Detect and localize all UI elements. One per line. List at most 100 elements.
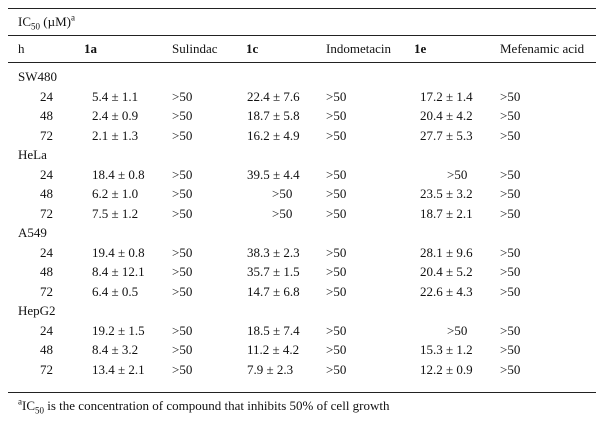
cell-1c: 7.9 ± 2.3: [247, 361, 294, 377]
cell-hours: 48: [40, 186, 53, 201]
cell-indometacin: >50: [326, 108, 347, 123]
cell-1c: 14.7 ± 6.8: [247, 283, 300, 299]
col-header-h: h: [18, 41, 25, 56]
cell-1e: 17.2 ± 1.4: [420, 88, 473, 104]
cell-hours: 24: [40, 322, 53, 338]
cell-sulindac: >50: [172, 186, 193, 201]
cell-1c: 35.7 ± 1.5: [247, 264, 300, 279]
cell-1a: 13.4 ± 2.1: [92, 361, 145, 377]
cell-indometacin: >50: [326, 205, 347, 221]
col-header-indometacin: Indometacin: [326, 41, 391, 56]
group-label: A549: [18, 225, 47, 240]
col-header-1a: 1a: [84, 41, 97, 56]
cell-hours: 48: [40, 342, 53, 357]
cell-mefenamic-acid: >50: [500, 244, 521, 260]
cell-1e: 20.4 ± 4.2: [420, 108, 473, 123]
cell-sulindac: >50: [172, 166, 193, 182]
cell-1c: >50: [272, 205, 293, 221]
cell-1c: 38.3 ± 2.3: [247, 244, 300, 260]
group-label: HeLa: [18, 147, 47, 162]
cell-mefenamic-acid: >50: [500, 205, 521, 221]
cell-1a: 6.4 ± 0.5: [92, 283, 139, 299]
cell-indometacin: >50: [326, 322, 347, 338]
cell-mefenamic-acid: >50: [500, 322, 521, 338]
cell-1e: 23.5 ± 3.2: [420, 186, 473, 201]
cell-1a: 18.4 ± 0.8: [92, 166, 145, 182]
table-caption: IC50 (µM)a: [18, 12, 75, 32]
cell-indometacin: >50: [326, 88, 347, 104]
cell-1c: 18.7 ± 5.8: [247, 108, 300, 123]
cell-mefenamic-acid: >50: [500, 88, 521, 104]
group-label: SW480: [18, 69, 57, 84]
group-label: HepG2: [18, 303, 56, 318]
cell-hours: 72: [40, 127, 53, 143]
cell-indometacin: >50: [326, 166, 347, 182]
bottom-rule: [8, 392, 596, 393]
cell-mefenamic-acid: >50: [500, 127, 521, 143]
col-header-1c: 1c: [246, 41, 259, 56]
cell-mefenamic-acid: >50: [500, 166, 521, 182]
col-header-1e: 1e: [414, 41, 427, 56]
cell-sulindac: >50: [172, 283, 193, 299]
cell-1c: 39.5 ± 4.4: [247, 166, 300, 182]
cell-hours: 24: [40, 88, 53, 104]
cell-hours: 72: [40, 283, 53, 299]
cell-1e: 22.6 ± 4.3: [420, 283, 473, 299]
cell-1e: 18.7 ± 2.1: [420, 205, 473, 221]
cell-sulindac: >50: [172, 264, 193, 279]
cell-indometacin: >50: [326, 186, 347, 201]
cell-indometacin: >50: [326, 244, 347, 260]
cell-mefenamic-acid: >50: [500, 186, 521, 201]
cell-sulindac: >50: [172, 88, 193, 104]
cell-1a: 19.2 ± 1.5: [92, 322, 145, 338]
cell-1c: 16.2 ± 4.9: [247, 127, 300, 143]
cell-1a: 8.4 ± 3.2: [92, 342, 139, 357]
cell-1e: >50: [447, 166, 468, 182]
caption-rule: [8, 35, 596, 36]
cell-sulindac: >50: [172, 244, 193, 260]
cell-sulindac: >50: [172, 322, 193, 338]
cell-1e: 28.1 ± 9.6: [420, 244, 473, 260]
cell-hours: 72: [40, 361, 53, 377]
cell-sulindac: >50: [172, 342, 193, 357]
footnote: aIC50 is the concentration of compound t…: [18, 396, 390, 416]
header-rule: [8, 62, 596, 63]
col-header-sulindac: Sulindac: [172, 41, 218, 56]
top-rule: [8, 8, 596, 9]
cell-1e: 12.2 ± 0.9: [420, 361, 473, 377]
cell-1c: 11.2 ± 4.2: [247, 342, 300, 357]
cell-indometacin: >50: [326, 342, 347, 357]
cell-1e: 15.3 ± 1.2: [420, 342, 473, 357]
cell-1a: 2.4 ± 0.9: [92, 108, 139, 123]
cell-mefenamic-acid: >50: [500, 108, 521, 123]
cell-1a: 6.2 ± 1.0: [92, 186, 139, 201]
cell-mefenamic-acid: >50: [500, 283, 521, 299]
cell-indometacin: >50: [326, 264, 347, 279]
cell-mefenamic-acid: >50: [500, 342, 521, 357]
cell-mefenamic-acid: >50: [500, 264, 521, 279]
cell-1a: 5.4 ± 1.1: [92, 88, 139, 104]
cell-hours: 72: [40, 205, 53, 221]
cell-1e: >50: [447, 322, 468, 338]
cell-1a: 19.4 ± 0.8: [92, 244, 145, 260]
cell-sulindac: >50: [172, 127, 193, 143]
cell-hours: 24: [40, 166, 53, 182]
cell-1e: 20.4 ± 5.2: [420, 264, 473, 279]
cell-indometacin: >50: [326, 361, 347, 377]
cell-indometacin: >50: [326, 283, 347, 299]
cell-mefenamic-acid: >50: [500, 361, 521, 377]
cell-hours: 24: [40, 244, 53, 260]
cell-1c: 22.4 ± 7.6: [247, 88, 300, 104]
cell-sulindac: >50: [172, 108, 193, 123]
cell-hours: 48: [40, 264, 53, 279]
cell-1c: >50: [272, 186, 293, 201]
cell-1a: 8.4 ± 12.1: [92, 264, 145, 279]
cell-sulindac: >50: [172, 205, 193, 221]
cell-1a: 2.1 ± 1.3: [92, 127, 139, 143]
cell-1e: 27.7 ± 5.3: [420, 127, 473, 143]
cell-1c: 18.5 ± 7.4: [247, 322, 300, 338]
cell-1a: 7.5 ± 1.2: [92, 205, 139, 221]
col-header-mefenamic-acid: Mefenamic acid: [500, 41, 585, 56]
cell-indometacin: >50: [326, 127, 347, 143]
